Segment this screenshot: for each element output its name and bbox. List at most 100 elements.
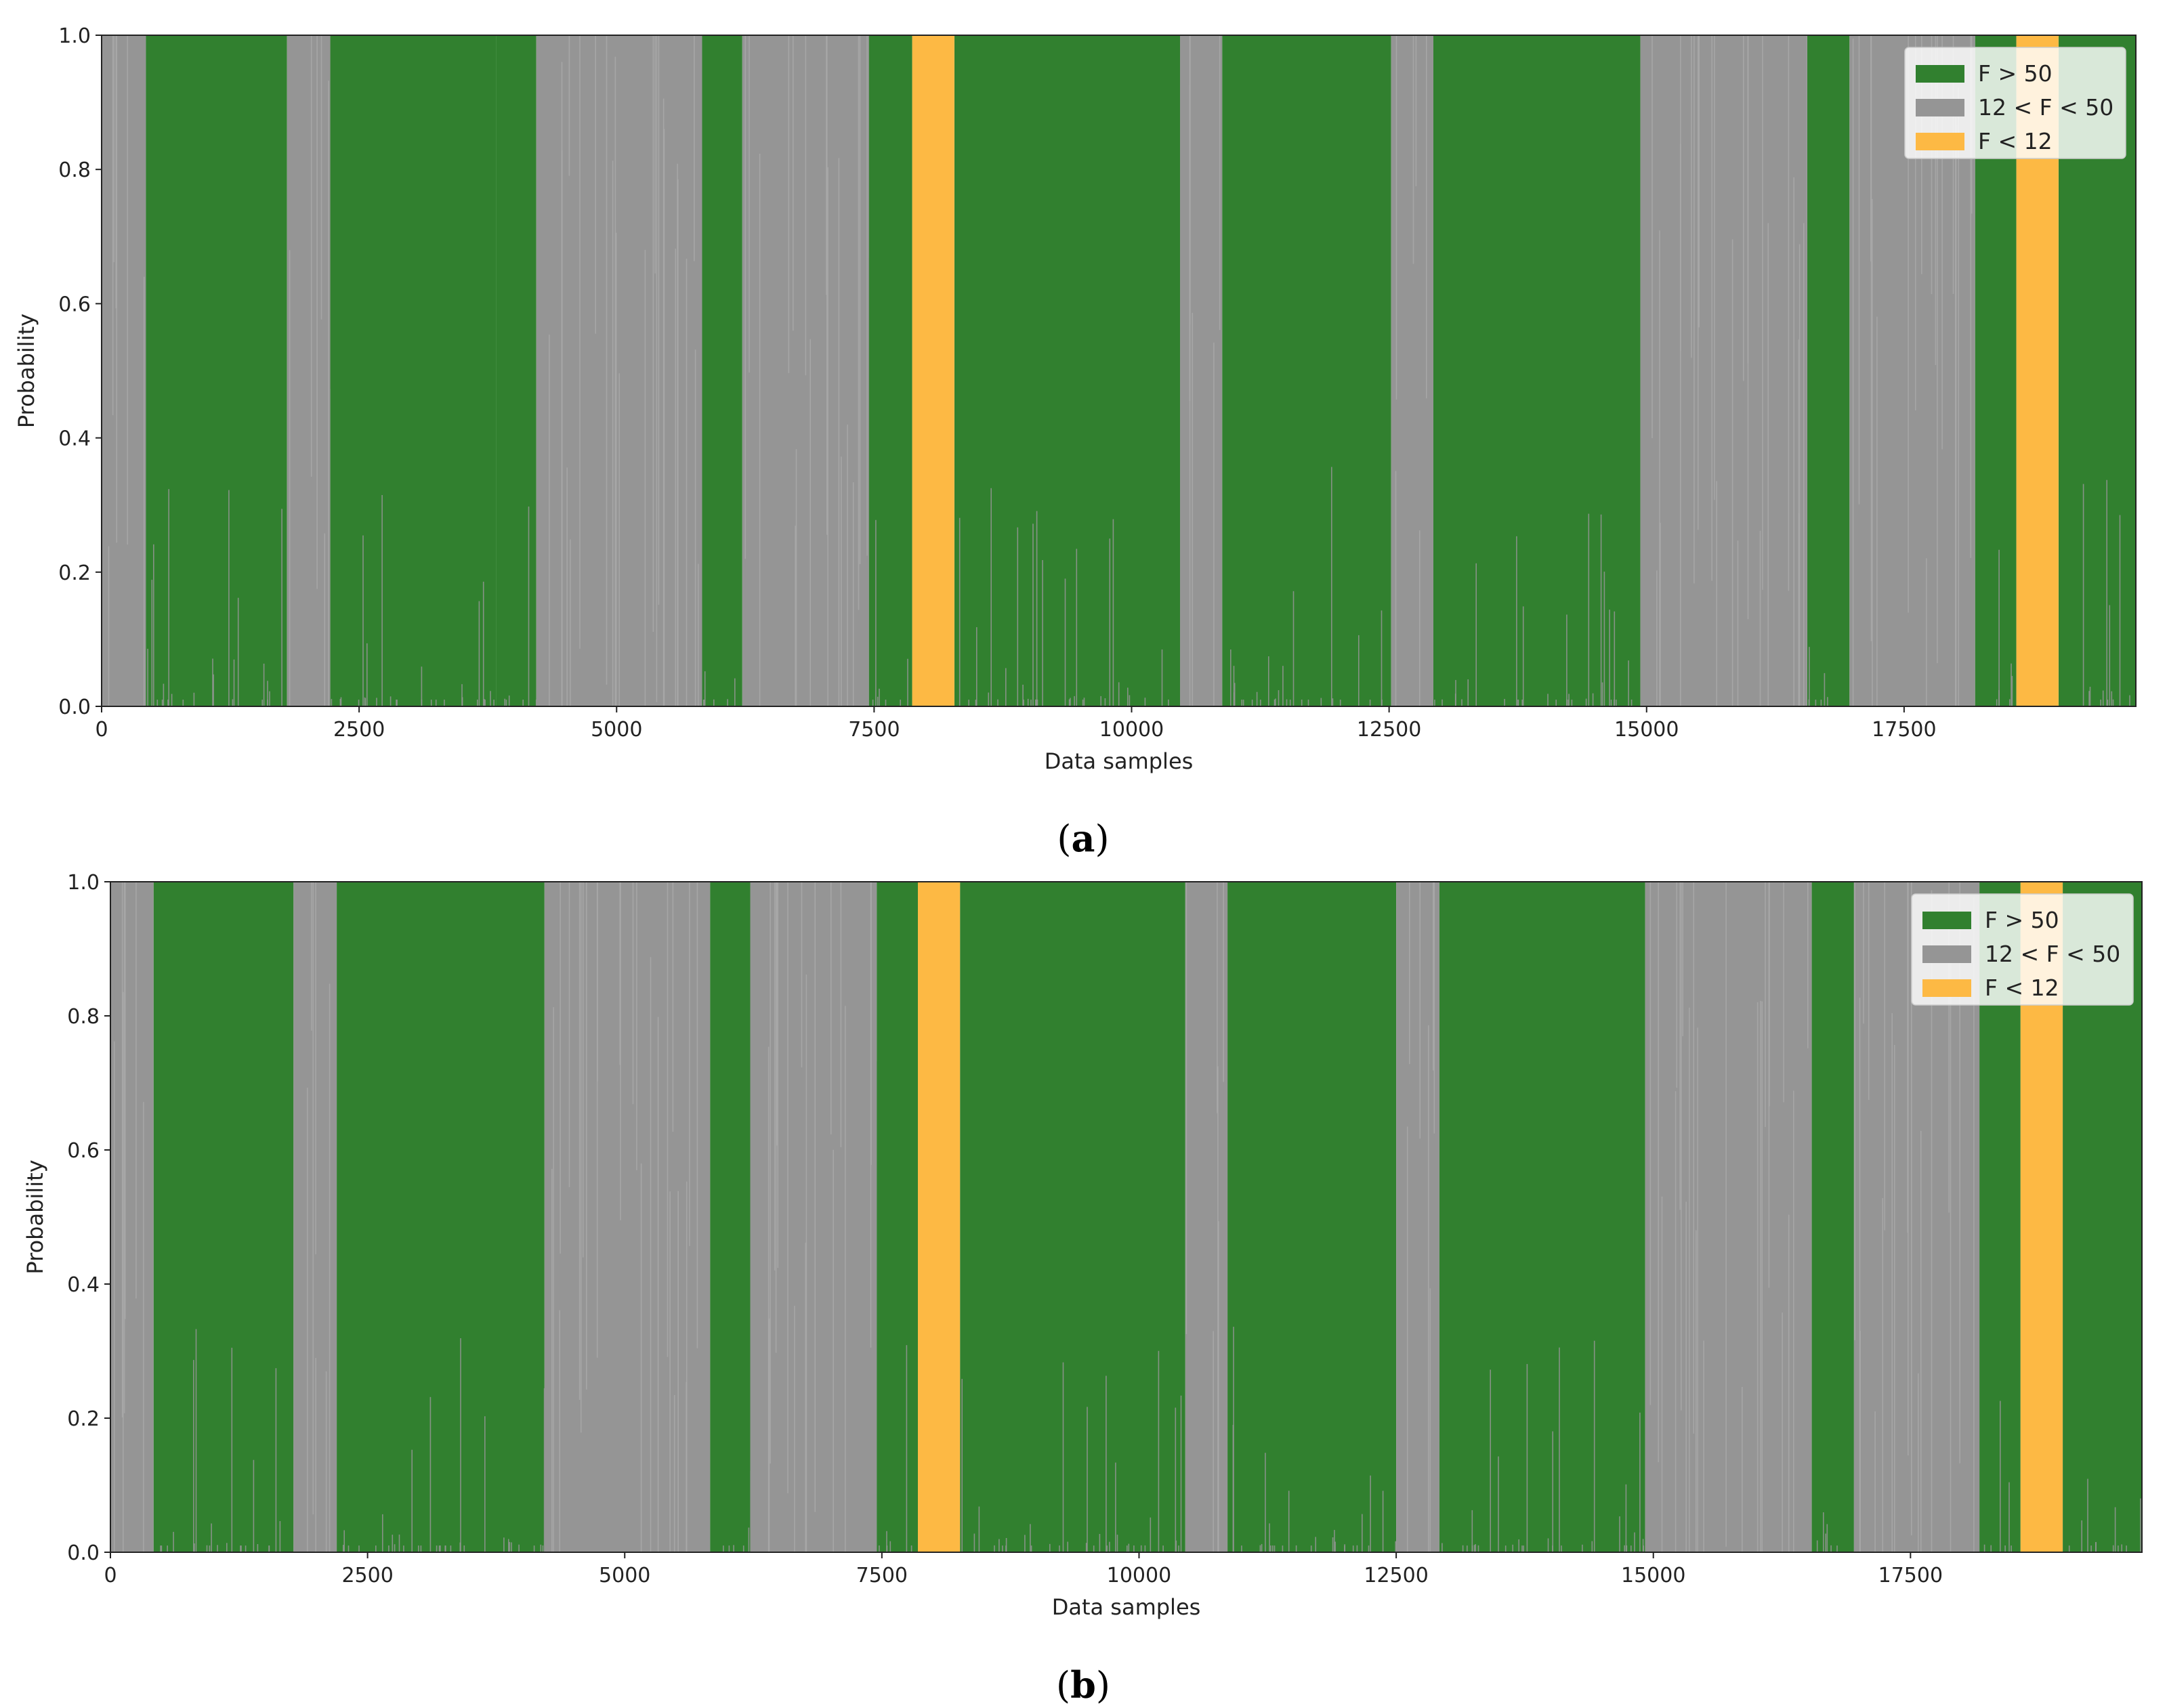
noise-spike	[1415, 35, 1417, 186]
noise-spike	[1241, 1545, 1242, 1552]
noise-spike	[482, 581, 484, 706]
noise-spike	[1320, 698, 1322, 706]
noise-spike	[566, 467, 568, 706]
noise-spike	[795, 526, 796, 706]
noise-spike	[358, 700, 360, 706]
noise-spike	[2011, 1545, 2012, 1552]
noise-spike	[1128, 1543, 1130, 1552]
noise-spike	[127, 35, 129, 545]
noise-spike	[579, 35, 581, 649]
noise-spike	[636, 882, 637, 1170]
noise-spike	[794, 1306, 795, 1552]
noise-spike	[723, 1545, 724, 1552]
x-tick-label: 7500	[848, 718, 900, 742]
noise-spike	[770, 882, 771, 1464]
noise-spike	[667, 882, 669, 1357]
x-tick-label: 2500	[341, 1564, 393, 1587]
noise-spike	[1959, 882, 1960, 1464]
x-tick-label: 17500	[1878, 1564, 1943, 1587]
noise-spike	[2121, 1544, 2122, 1552]
noise-spike	[2102, 690, 2104, 706]
segment-high-12	[1222, 35, 1391, 706]
noise-spike	[886, 1531, 887, 1552]
noise-spike	[339, 699, 341, 706]
segment-noise-17	[1983, 1401, 2012, 1552]
noise-spike	[213, 674, 214, 706]
noise-spike	[2140, 1498, 2141, 1552]
y-tick-label: 0.0	[58, 696, 91, 719]
noise-spike	[1127, 687, 1129, 706]
noise-spike	[1783, 882, 1784, 1103]
noise-spike	[1104, 698, 1106, 706]
segment-noise-18	[1996, 549, 2013, 706]
noise-spike	[859, 35, 861, 564]
segment-mid-13	[1391, 35, 1433, 706]
noise-spike	[1062, 1362, 1064, 1552]
noise-spike	[1289, 700, 1291, 706]
x-tick-label: 7500	[856, 1564, 908, 1587]
noise-spike	[533, 1545, 535, 1552]
noise-spike	[1935, 35, 1937, 365]
noise-spike	[153, 544, 154, 706]
noise-spike	[1475, 563, 1477, 706]
noise-spike	[362, 535, 364, 706]
noise-spike	[1217, 882, 1218, 1113]
noise-spike	[1547, 1538, 1549, 1552]
noise-spike	[2068, 1545, 2070, 1552]
x-tick-label: 15000	[1621, 1564, 1685, 1587]
noise-spike	[2112, 699, 2114, 706]
noise-spike	[366, 643, 368, 706]
noise-spike	[343, 1530, 345, 1552]
noise-spike	[1477, 1545, 1479, 1552]
noise-spike	[1859, 998, 1861, 1552]
noise-spike	[1150, 1517, 1152, 1552]
noise-spike	[1112, 519, 1114, 706]
noise-spike	[1395, 1541, 1396, 1552]
noise-spike	[1516, 536, 1517, 706]
noise-spike	[375, 1545, 377, 1552]
segment-noise-3	[343, 1338, 545, 1552]
x-tick-label: 5000	[591, 718, 642, 742]
noise-spike	[1737, 540, 1739, 706]
noise-spike	[1915, 35, 1916, 410]
noise-spike	[543, 1388, 545, 1552]
noise-spike	[1798, 244, 1801, 706]
noise-spike	[382, 1514, 383, 1552]
noise-spike	[1395, 471, 1397, 706]
noise-spike	[1256, 691, 1258, 706]
noise-spike	[1219, 35, 1221, 330]
noise-spike	[650, 957, 652, 1552]
noise-spike	[328, 81, 329, 706]
x-tick-label: 0	[104, 1564, 117, 1587]
noise-spike	[1998, 549, 2000, 706]
noise-spike	[1332, 698, 1334, 706]
legend: F > 50 12 < F < 50 F < 12	[1904, 47, 2126, 159]
noise-spike	[1356, 1545, 1358, 1552]
noise-spike	[774, 882, 776, 1271]
noise-spike	[1955, 125, 1957, 707]
noise-spike	[1185, 882, 1187, 1334]
noise-spike	[1064, 578, 1066, 706]
noise-spike	[1005, 1538, 1007, 1552]
segment-noise-16	[1808, 647, 1828, 706]
noise-spike	[1526, 1364, 1528, 1552]
noise-spike	[193, 1360, 194, 1552]
noise-spike	[1067, 1541, 1068, 1552]
noise-spike	[838, 158, 840, 706]
noise-spike	[123, 991, 124, 1552]
noise-spike	[1759, 530, 1761, 706]
noise-spike	[508, 1539, 509, 1552]
noise-spike	[212, 658, 213, 706]
caption-a: (a)	[1057, 817, 1109, 860]
noise-spike	[168, 489, 169, 706]
segment-noise-8	[872, 519, 908, 706]
noise-spike	[586, 882, 587, 1390]
noise-spike	[1675, 1091, 1677, 1552]
noise-spike	[1697, 35, 1699, 530]
noise-spike	[1858, 35, 1860, 505]
noise-spike	[959, 517, 961, 706]
noise-spike	[1024, 1535, 1026, 1552]
noise-spike	[1368, 1545, 1370, 1552]
noise-spike	[2011, 663, 2012, 706]
